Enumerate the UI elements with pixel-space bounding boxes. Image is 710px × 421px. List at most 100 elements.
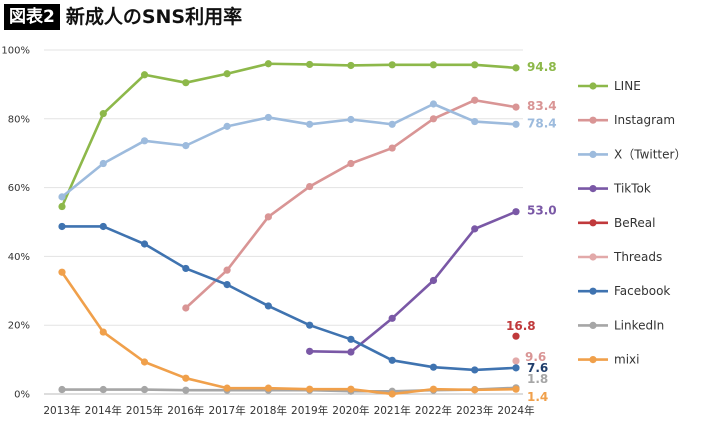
data-point (512, 332, 520, 340)
data-point (388, 61, 396, 69)
legend-label: Instagram (614, 113, 675, 127)
figure-label: 図表2 (4, 4, 60, 30)
y-tick-label: 100% (1, 46, 30, 57)
data-point (182, 79, 190, 87)
y-tick-label: 40% (8, 252, 30, 263)
data-point (182, 142, 190, 150)
data-point (512, 364, 520, 372)
legend-marker (589, 150, 597, 158)
x-tick-label: 2019年 (291, 404, 328, 417)
x-tick-label: 2015年 (126, 404, 163, 417)
legend-marker (589, 219, 597, 227)
data-point (223, 122, 231, 130)
y-tick-label: 0% (14, 390, 30, 401)
data-label: 94.8 (527, 60, 557, 74)
data-point (512, 120, 520, 128)
data-point (99, 159, 107, 168)
legend-marker (589, 287, 597, 295)
data-point (182, 264, 190, 273)
data-label: 83.4 (527, 99, 557, 113)
data-point (264, 213, 272, 221)
data-point (99, 328, 107, 336)
data-point (264, 384, 272, 392)
data-point (347, 115, 355, 124)
series-group (58, 60, 520, 398)
data-label: 53.0 (527, 204, 557, 218)
data-point (388, 314, 396, 322)
legend-label: LinkedIn (614, 318, 664, 332)
data-point (58, 222, 66, 231)
data-point (58, 385, 66, 394)
data-point (140, 358, 149, 366)
data-label: 1.4 (527, 390, 548, 404)
data-point (306, 120, 314, 128)
data-point (223, 266, 231, 274)
data-point (223, 384, 231, 392)
series-line (60, 62, 517, 208)
legend-label: Threads (613, 250, 662, 264)
data-point (429, 115, 438, 123)
data-label: 1.8 (527, 372, 548, 386)
x-tick-label: 2024年 (497, 404, 534, 417)
x-tick-label: 2021年 (374, 404, 411, 417)
gridlines (44, 49, 523, 395)
data-point (140, 385, 149, 394)
data-point (429, 363, 438, 371)
x-axis: 2013年 2014年 2015年 2016年 2017年 2018年 2019年 2020年… (43, 404, 534, 417)
data-point (99, 110, 107, 118)
data-point (58, 193, 66, 201)
data-point (512, 208, 520, 216)
series-line (184, 98, 517, 309)
data-point (306, 182, 314, 191)
data-point (471, 61, 479, 69)
data-point (471, 96, 479, 104)
data-point (264, 60, 272, 68)
legend-label: BeReal (614, 216, 655, 230)
series-line (60, 271, 517, 396)
data-point (388, 120, 396, 128)
data-label: 9.6 (525, 350, 546, 364)
data-point (512, 64, 520, 72)
data-label: 78.4 (527, 116, 557, 130)
data-point (471, 225, 479, 233)
data-point (471, 366, 479, 374)
data-point (512, 357, 520, 365)
series-line (61, 102, 517, 198)
data-point (223, 281, 231, 289)
legend-marker (589, 185, 597, 193)
x-tick-label: 2017年 (208, 404, 245, 417)
data-point (512, 385, 520, 393)
data-point (140, 137, 149, 145)
x-tick-label: 2020年 (332, 404, 369, 417)
data-point (429, 276, 438, 285)
x-tick-label: 2016年 (167, 404, 204, 417)
data-point (429, 61, 438, 69)
data-point (182, 374, 190, 382)
data-point (182, 386, 190, 394)
y-tick-label: 80% (8, 114, 30, 125)
x-tick-label: 2014年 (85, 404, 122, 417)
data-point (306, 385, 314, 393)
legend-marker (589, 116, 597, 124)
legend-label: TikTok (613, 182, 651, 196)
legend-label: mixi (614, 353, 639, 367)
data-point (223, 70, 231, 78)
data-point (99, 222, 107, 231)
data-point (388, 356, 396, 364)
data-point (58, 202, 66, 211)
end-labels: 94.8 83.4 78.4 53.0 16.8 9.67.61.8 1.4 (506, 60, 557, 404)
data-point (306, 347, 314, 355)
legend: LINE Instagram X（Twitter） TikTok BeReal Threa… (578, 79, 686, 367)
y-tick-label: 20% (8, 321, 30, 332)
data-point (182, 304, 190, 312)
data-point (347, 348, 355, 356)
data-label: 16.8 (506, 319, 536, 333)
data-point (471, 117, 479, 126)
data-point (306, 60, 314, 69)
data-point (429, 385, 438, 393)
y-tick-label: 60% (8, 183, 30, 194)
data-point (306, 321, 314, 329)
chart-title: 新成人のSNS利用率 (65, 6, 243, 28)
data-point (347, 335, 355, 343)
